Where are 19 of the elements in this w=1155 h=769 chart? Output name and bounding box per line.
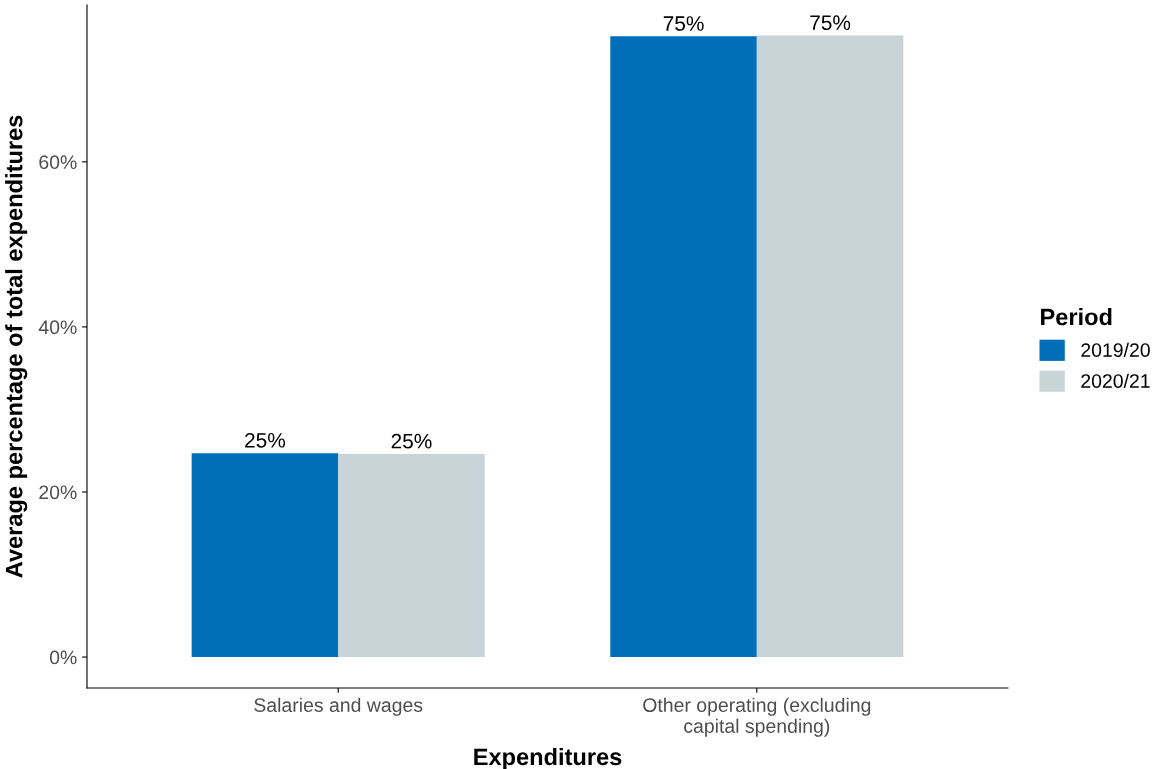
- y-axis-title: Average percentage of total expenditures: [5, 115, 28, 578]
- y-tick-label: 0%: [49, 650, 77, 665]
- legend-title: Period: [1041, 307, 1112, 326]
- bar: [191, 453, 339, 658]
- data-label: 75%: [663, 16, 704, 31]
- x-tick-label: Salaries and wages: [254, 697, 423, 716]
- data-label: 75%: [810, 15, 851, 31]
- bar: [338, 454, 485, 658]
- y-tick-label: 60%: [39, 155, 77, 170]
- bar: [756, 35, 904, 658]
- data-label: 25%: [245, 432, 286, 448]
- x-tick-label: Other operating (excluding capital spending): [643, 697, 871, 737]
- data-label: 25%: [391, 433, 432, 449]
- bar: [610, 36, 757, 658]
- legend-label: 2019/20: [1081, 342, 1150, 358]
- y-tick-label: 40%: [38, 320, 77, 335]
- legend-label: 2020/21: [1081, 373, 1150, 388]
- y-tick-label: 20%: [39, 485, 77, 500]
- x-axis-title: Expenditures: [474, 747, 622, 769]
